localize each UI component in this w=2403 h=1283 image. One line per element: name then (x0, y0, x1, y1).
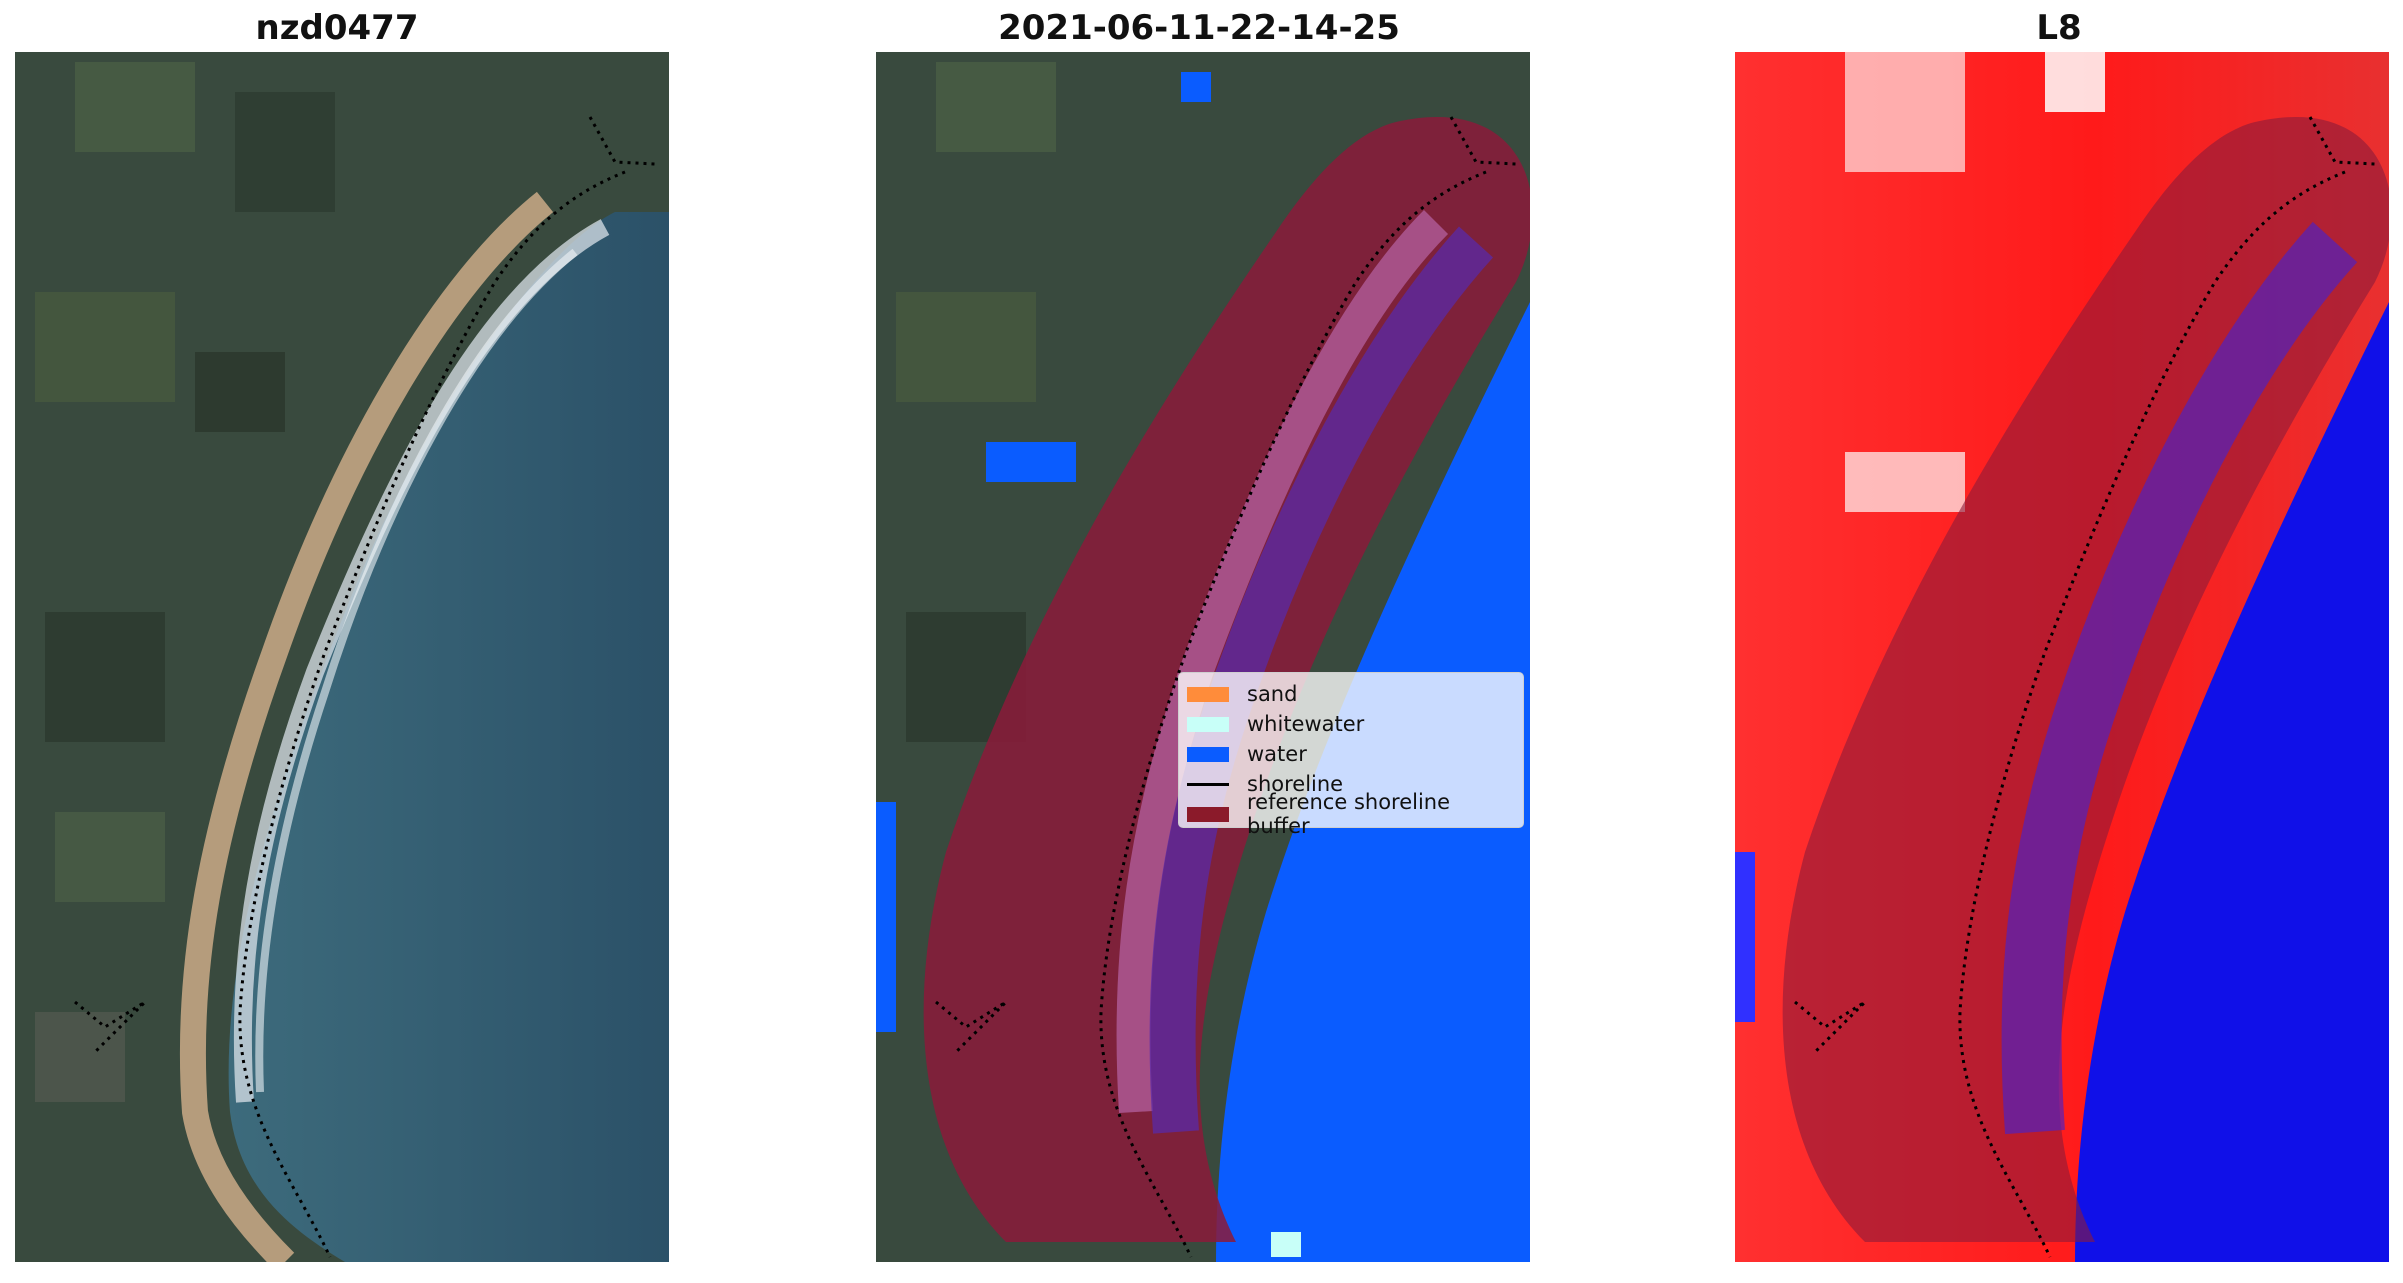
legend-swatch-whitewater (1187, 716, 1229, 732)
rgb-satellite-image (15, 52, 669, 1262)
legend-line-shoreline (1187, 782, 1229, 786)
legend-swatch-buffer (1187, 806, 1229, 822)
legend-label-buffer: reference shoreline buffer (1247, 790, 1451, 838)
legend-item-shoreline: shoreline (1187, 769, 1515, 799)
legend-label-sand: sand (1247, 682, 1298, 706)
index-map (1735, 52, 2389, 1262)
legend-swatch-water (1187, 746, 1229, 762)
legend-label-shoreline: shoreline (1247, 772, 1344, 796)
legend-item-sand: sand (1187, 679, 1515, 709)
legend-item-water: water (1187, 739, 1515, 769)
classification-map (876, 52, 1530, 1262)
panel-title-rgb: nzd0477 (255, 8, 419, 48)
panel-title-classification: 2021-06-11-22-14-25 (998, 8, 1400, 48)
legend-label-whitewater: whitewater (1247, 712, 1365, 736)
legend: sand whitewater water shoreline referenc… (1178, 672, 1524, 838)
legend-swatch-sand (1187, 686, 1229, 702)
legend-item-whitewater: whitewater (1187, 709, 1515, 739)
legend-item-buffer: reference shoreline buffer (1187, 790, 1515, 838)
panel-title-index: L8 (2036, 8, 2082, 48)
legend-label-water: water (1247, 742, 1307, 766)
